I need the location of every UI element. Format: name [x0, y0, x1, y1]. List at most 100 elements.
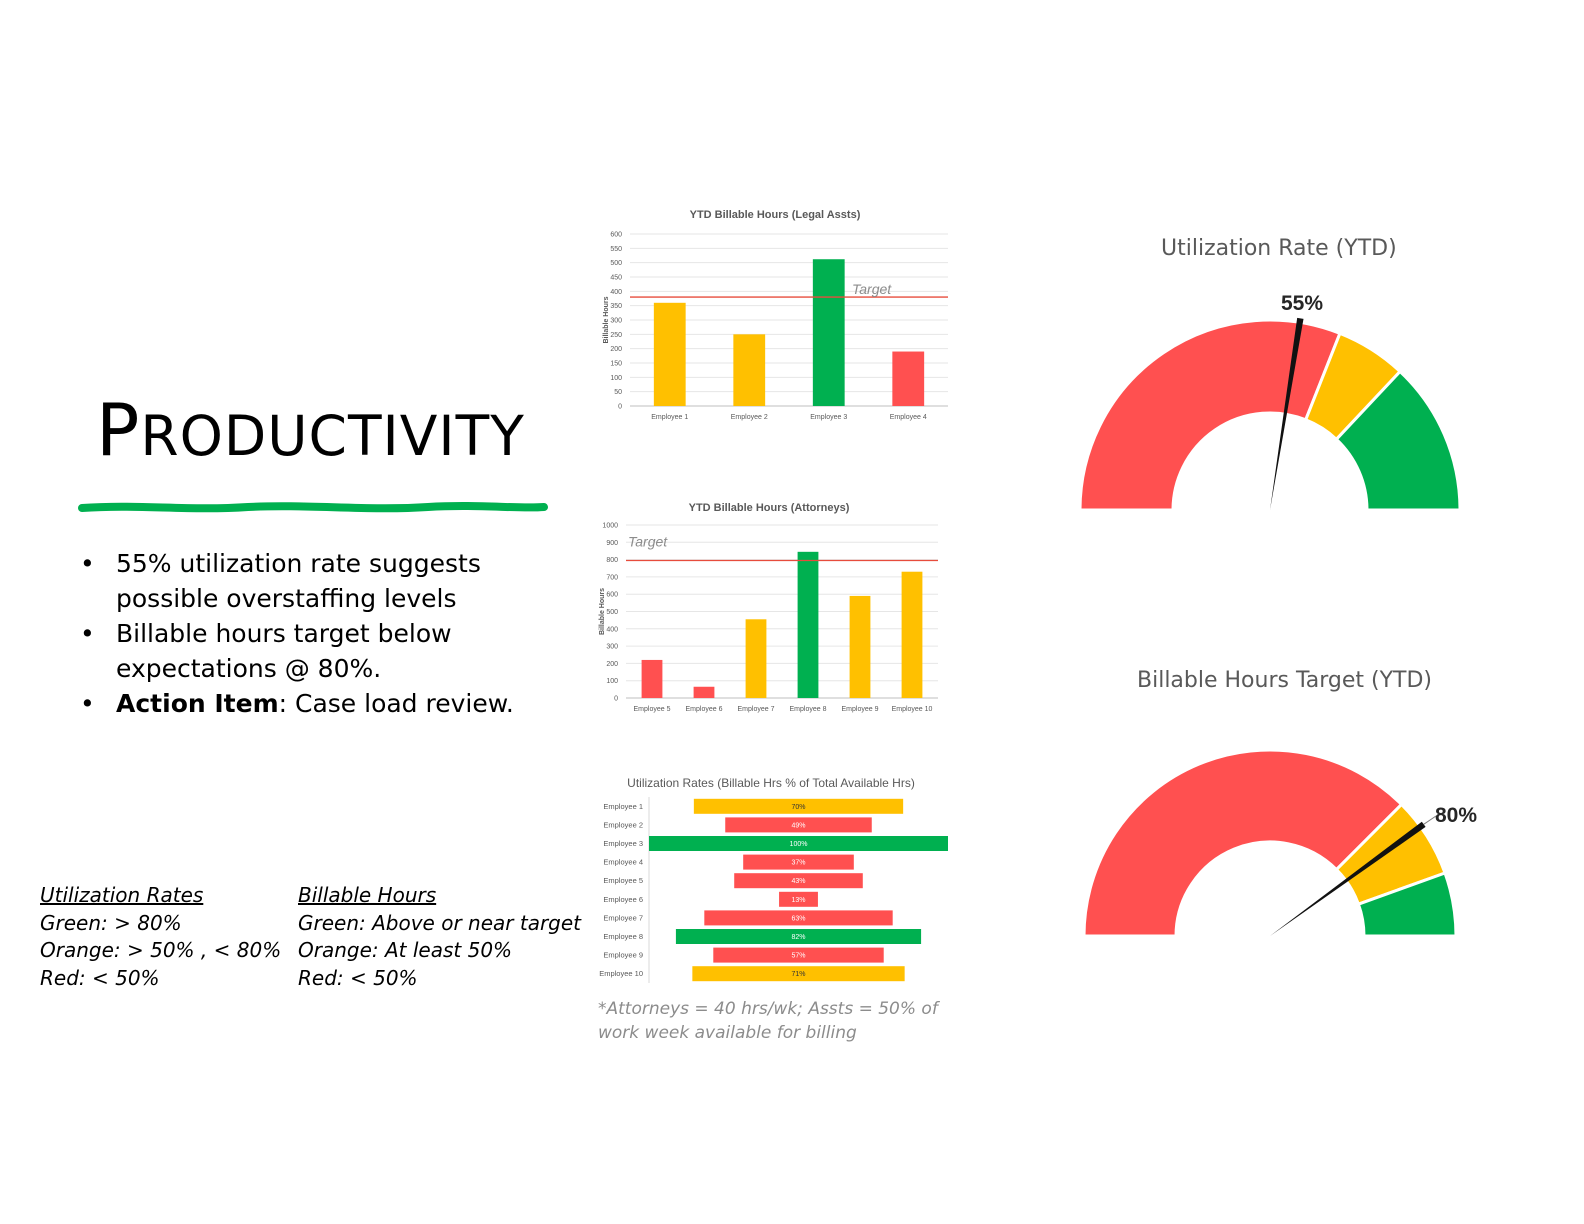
data-label: 57%: [791, 953, 805, 960]
y-tick-label: Employee 5: [603, 876, 643, 885]
y-tick-label: Employee 8: [603, 932, 643, 941]
legend-line: Orange: > 50% , < 80%: [40, 938, 282, 962]
x-tick-label: Employee 4: [890, 414, 927, 421]
gauge-needle: [1270, 317, 1304, 510]
y-tick-label: 550: [610, 246, 622, 253]
gauge-value-label: 80%: [1435, 804, 1477, 827]
utilization-rate-gauge: 55%: [1078, 292, 1462, 512]
data-label: 82%: [791, 934, 805, 941]
x-tick-label: Employee 8: [790, 706, 827, 713]
attorneys-bar-chart: YTD Billable Hours (Attorneys) 0 100 200 300…: [599, 502, 938, 713]
y-tick-label: 200: [610, 346, 622, 353]
legend-line: Orange: At least 50%: [298, 938, 513, 962]
x-tick-label: Employee 10: [892, 706, 933, 713]
bar: [743, 854, 854, 870]
target-label: Target: [628, 533, 668, 549]
billable-hours-gauge: 80%: [1082, 748, 1477, 938]
x-tick-label: Employee 3: [810, 414, 847, 421]
legend-billable: Billable Hours Green: Above or near targ…: [298, 882, 581, 992]
bar: [713, 947, 884, 963]
gauge-band: [1356, 871, 1458, 938]
bar: [693, 798, 904, 814]
bar: [704, 910, 893, 926]
gauge-title: Billable Hours Target (YTD): [1137, 668, 1433, 693]
y-tick-label: Employee 3: [603, 839, 643, 848]
y-tick-label: 450: [610, 275, 622, 282]
bar: [692, 966, 905, 982]
bar: [641, 659, 663, 698]
gauge-band: [1334, 369, 1462, 512]
bullet-item: 55% utilization rate suggests possible o…: [80, 546, 560, 616]
bar: [649, 836, 948, 851]
page-title: PRODUCTIVITY: [96, 388, 525, 472]
bullet-text: Billable hours target below expectations…: [116, 619, 452, 683]
y-tick-label: 350: [610, 303, 622, 310]
y-axis-label: Billable Hours: [599, 588, 606, 635]
title-rest: RODUCTIVITY: [140, 404, 525, 468]
data-label: 49%: [791, 822, 805, 829]
x-tick-label: Employee 7: [738, 706, 775, 713]
y-tick-label: 500: [610, 260, 622, 267]
x-tick-label: Employee 2: [731, 414, 768, 421]
y-tick-label: Employee 2: [603, 820, 643, 829]
bar: [725, 817, 872, 833]
legend-utilization: Utilization Rates Green: > 80% Orange: >…: [40, 882, 281, 992]
y-tick-label: 0: [614, 696, 618, 703]
y-tick-label: 500: [606, 609, 618, 616]
bar: [745, 619, 767, 698]
y-tick-label: 600: [610, 232, 622, 239]
bar: [892, 351, 925, 406]
bar: [675, 929, 922, 944]
y-tick-label: Employee 9: [603, 951, 643, 960]
bullet-item: Billable hours target below expectations…: [80, 616, 560, 686]
y-tick-label: Employee 1: [603, 802, 643, 811]
legend-line: Red: < 50%: [40, 965, 160, 990]
y-tick-label: Employee 7: [603, 913, 643, 922]
bullet-text: 55% utilization rate suggests possible o…: [116, 549, 481, 613]
bar: [734, 873, 863, 889]
gauge-band: [1078, 318, 1342, 512]
y-tick-label: 800: [606, 557, 618, 564]
legal-assts-bar-chart: YTD Billable Hours (Legal Assts) 0 50 100 15…: [603, 209, 948, 421]
y-tick-label: 600: [606, 592, 618, 599]
data-label: 100%: [790, 841, 808, 848]
x-tick-label: Employee 1: [651, 414, 688, 421]
gauge-title: Utilization Rate (YTD): [1161, 236, 1397, 261]
chart-title: YTD Billable Hours (Attorneys): [689, 502, 850, 514]
data-label: 70%: [791, 804, 805, 811]
y-tick-label: 1000: [602, 523, 618, 530]
data-label: 63%: [791, 915, 805, 922]
data-label: 13%: [791, 897, 805, 904]
y-tick-label: 700: [606, 574, 618, 581]
y-tick-label: 100: [606, 678, 618, 685]
y-tick-label: 250: [610, 332, 622, 339]
y-tick-label: 150: [610, 361, 622, 368]
data-label: 71%: [791, 971, 805, 978]
bullet-item: Action Item: Case load review.: [80, 686, 560, 721]
data-label: 37%: [791, 860, 805, 867]
bullet-list: 55% utilization rate suggests possible o…: [80, 546, 560, 721]
footnote: *Attorneys = 40 hrs/wk; Assts = 50% of w…: [598, 999, 938, 1043]
legend-heading: Utilization Rates: [40, 883, 204, 907]
y-tick-label: Employee 10: [599, 969, 643, 978]
bar: [733, 334, 766, 406]
y-tick-label: 50: [614, 389, 622, 396]
title-underline: [78, 502, 548, 513]
bullet-text: : Case load review.: [278, 689, 514, 718]
utilization-rates-chart: Utilization Rates (Billable Hrs % of Tot…: [599, 776, 948, 983]
x-tick-label: Employee 9: [842, 706, 879, 713]
y-tick-label: 900: [606, 540, 618, 547]
target-label: Target: [852, 281, 892, 297]
y-tick-label: 0: [618, 404, 622, 411]
bullet-bold: Action Item: [116, 689, 279, 718]
title-initial: P: [96, 388, 141, 472]
label-leader: [1423, 815, 1437, 825]
bar: [693, 686, 715, 698]
y-tick-label: 100: [610, 375, 622, 382]
x-tick-label: Employee 6: [686, 706, 723, 713]
chart-title: YTD Billable Hours (Legal Assts): [690, 209, 861, 221]
bar: [779, 891, 818, 907]
data-label: 43%: [791, 878, 805, 885]
y-tick-label: Employee 4: [603, 858, 643, 867]
y-tick-label: 200: [606, 661, 618, 668]
